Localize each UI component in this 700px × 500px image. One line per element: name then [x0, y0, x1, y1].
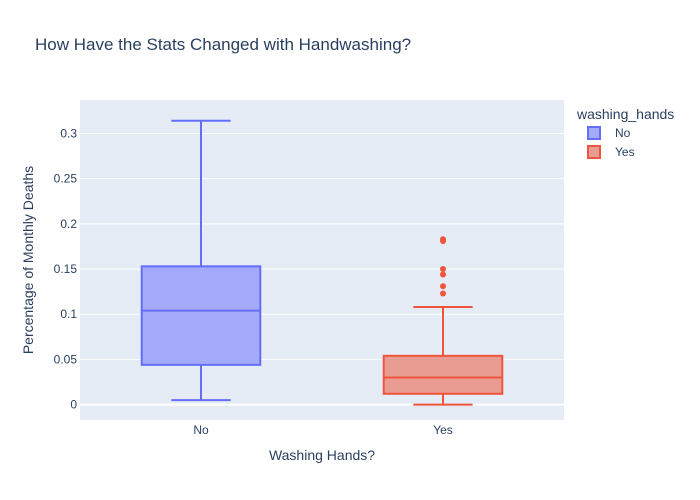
- y-axis-title: Percentage of Monthly Deaths: [20, 166, 36, 354]
- y-tick-label: 0.15: [54, 262, 78, 276]
- outlier-point: [440, 236, 446, 243]
- x-tick-label: Yes: [433, 423, 453, 437]
- box-no: [140, 119, 262, 402]
- y-tick-label: 0.25: [54, 172, 78, 186]
- y-tick-label: 0: [70, 398, 77, 412]
- iqr-box: [140, 265, 262, 366]
- y-tick-label: 0.05: [54, 352, 78, 366]
- iqr-box: [382, 354, 504, 395]
- y-tick-label: 0.1: [60, 307, 77, 321]
- legend-label: Yes: [615, 145, 635, 159]
- x-tick-labels: No Yes: [193, 423, 452, 437]
- x-tick-label: No: [193, 423, 209, 437]
- x-axis-title: Washing Hands?: [269, 447, 375, 463]
- outlier-point: [440, 283, 446, 290]
- gridlines: [80, 132, 564, 406]
- chart-title: How Have the Stats Changed with Handwash…: [35, 35, 411, 54]
- legend-label: No: [615, 126, 631, 140]
- legend-swatch: [587, 145, 601, 159]
- y-tick-labels: 0 0.05 0.1 0.15 0.2 0.25 0.3: [54, 126, 78, 411]
- legend-item-yes: Yes: [587, 145, 635, 159]
- legend-title: washing_hands: [576, 106, 674, 122]
- box-yes: [382, 236, 504, 406]
- legend: washing_hands No Yes: [576, 106, 674, 159]
- outlier-point: [440, 266, 446, 273]
- legend-item-no: No: [587, 126, 631, 140]
- legend-swatch: [587, 126, 601, 140]
- y-tick-label: 0.2: [60, 217, 77, 231]
- outlier-point: [440, 271, 446, 278]
- y-tick-label: 0.3: [60, 126, 77, 140]
- outlier-point: [440, 290, 446, 297]
- boxes: [140, 119, 504, 406]
